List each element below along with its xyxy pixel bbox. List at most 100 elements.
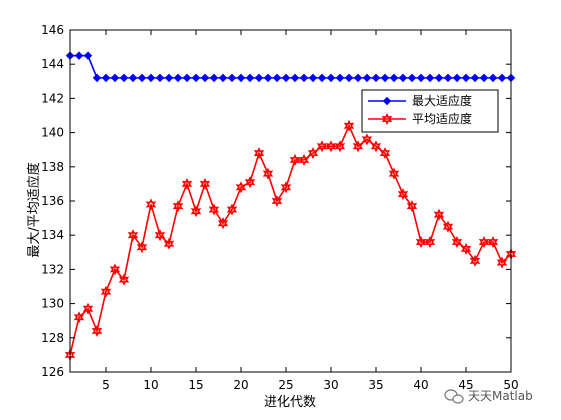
- data-point: [398, 73, 408, 83]
- data-point: [226, 203, 238, 216]
- data-point: [209, 73, 219, 83]
- data-point: [406, 200, 418, 213]
- data-point: [452, 73, 462, 83]
- data-point: [299, 73, 309, 83]
- x-tick-label: 45: [458, 378, 473, 392]
- data-point: [100, 285, 112, 298]
- data-point: [154, 229, 166, 242]
- series-line: [69, 123, 512, 356]
- y-tick-label: 146: [41, 23, 64, 37]
- data-point: [253, 147, 265, 160]
- legend-label-avg: 平均适应度: [412, 111, 472, 126]
- data-point: [371, 73, 381, 83]
- data-point: [317, 73, 327, 83]
- data-point: [208, 203, 220, 216]
- wechat-icon: [444, 389, 464, 404]
- data-point: [119, 73, 129, 83]
- data-point: [335, 73, 345, 83]
- data-point: [91, 324, 103, 338]
- plot-background: [70, 30, 511, 372]
- data-point: [164, 73, 174, 83]
- legend-marker: [382, 96, 392, 106]
- data-point: [361, 133, 373, 146]
- data-point: [326, 73, 336, 83]
- series-avg-fitness: [64, 119, 517, 361]
- data-point: [379, 147, 391, 160]
- y-tick-label: 144: [41, 57, 64, 71]
- data-point: [200, 73, 210, 83]
- data-point: [110, 73, 120, 83]
- legend-label-max: 最大适应度: [412, 93, 472, 108]
- data-point: [325, 140, 337, 153]
- series-layer: [64, 51, 517, 361]
- x-tick-label: 25: [278, 378, 293, 392]
- y-tick-label: 138: [41, 160, 64, 174]
- data-point: [308, 73, 318, 83]
- data-point: [271, 194, 283, 208]
- data-point: [424, 235, 436, 249]
- x-tick-label: 5: [102, 378, 110, 392]
- data-point: [470, 73, 480, 83]
- data-point: [469, 254, 481, 267]
- data-point: [487, 235, 499, 249]
- data-point: [244, 176, 256, 189]
- data-point: [389, 73, 399, 83]
- x-tick-label: 30: [323, 378, 338, 392]
- data-point: [380, 73, 390, 83]
- y-tick-label: 126: [41, 365, 64, 379]
- data-point: [145, 198, 157, 211]
- watermark-text: 天天Matlab: [468, 389, 533, 403]
- y-tick-label: 132: [41, 262, 64, 276]
- y-tick-label: 136: [41, 194, 64, 208]
- data-point: [362, 73, 372, 83]
- data-point: [461, 73, 471, 83]
- data-point: [235, 181, 247, 194]
- data-point: [497, 73, 507, 83]
- data-point: [488, 73, 498, 83]
- data-point: [281, 73, 291, 83]
- x-tick-label: 10: [143, 378, 158, 392]
- data-point: [416, 73, 426, 83]
- data-point: [263, 73, 273, 83]
- y-tick-label: 130: [41, 297, 64, 311]
- data-point: [236, 73, 246, 83]
- data-point: [92, 73, 102, 83]
- legend: 最大适应度 平均适应度: [361, 89, 499, 133]
- data-point: [478, 235, 490, 249]
- y-tick-label: 142: [41, 91, 64, 105]
- data-point: [227, 73, 237, 83]
- data-point: [451, 235, 463, 249]
- data-point: [218, 73, 228, 83]
- data-point: [316, 140, 328, 153]
- x-tick-label: 40: [413, 378, 428, 392]
- plot-area: [70, 30, 511, 372]
- data-point: [101, 73, 111, 83]
- data-point: [82, 302, 94, 315]
- data-point: [254, 73, 264, 83]
- data-point: [245, 73, 255, 83]
- data-point: [173, 73, 183, 83]
- legend-box: [361, 89, 499, 133]
- data-point: [118, 273, 130, 286]
- data-point: [272, 73, 282, 83]
- data-point: [262, 167, 274, 180]
- data-point: [433, 208, 445, 221]
- data-point: [352, 140, 364, 153]
- x-tick-label: 15: [188, 378, 203, 392]
- data-point: [182, 73, 192, 83]
- data-point: [172, 200, 184, 213]
- y-tick-label: 134: [41, 228, 64, 242]
- data-point: [334, 140, 346, 153]
- data-point: [146, 73, 156, 83]
- x-tick-label: 50: [503, 378, 518, 392]
- data-point: [289, 153, 301, 167]
- data-point: [353, 73, 363, 83]
- x-tick-label: 35: [368, 378, 383, 392]
- y-tick-label: 140: [41, 126, 64, 140]
- data-point: [217, 217, 229, 230]
- axes-layer: 5 10 15 20 25 30 35 40 45 50 126 128 130 132 134 136 138…: [41, 23, 519, 392]
- data-point: [73, 311, 85, 324]
- data-point: [155, 73, 165, 83]
- data-point: [191, 73, 201, 83]
